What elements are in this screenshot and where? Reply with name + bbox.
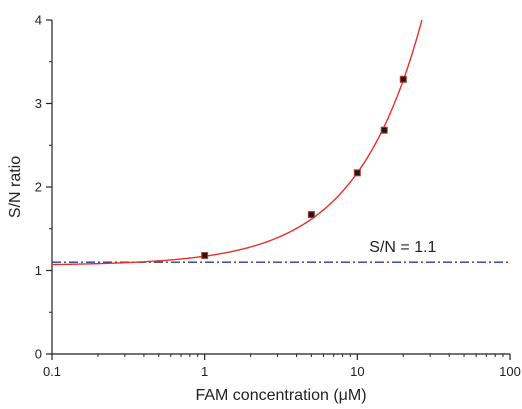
y-tick-label: 1 bbox=[35, 263, 42, 278]
fit-curve bbox=[51, 19, 423, 266]
data-point bbox=[353, 169, 361, 177]
x-tick-label: 1 bbox=[201, 364, 208, 379]
threshold-label: S/N = 1.1 bbox=[369, 239, 436, 256]
x-tick-label: 0.1 bbox=[43, 364, 61, 379]
y-tick-label: 3 bbox=[35, 96, 42, 111]
series bbox=[51, 19, 510, 266]
x-tick-label: 10 bbox=[350, 364, 364, 379]
axes: 0.1 1 10 100 0 1 2 3 4 bbox=[35, 13, 521, 380]
data-point bbox=[399, 75, 407, 83]
data-point bbox=[380, 126, 388, 134]
y-axis-title: S/N ratio bbox=[7, 156, 24, 218]
y-tick-label: 4 bbox=[35, 13, 42, 28]
y-tick-label: 0 bbox=[35, 347, 42, 362]
y-tick-label: 2 bbox=[35, 180, 42, 195]
data-point bbox=[307, 211, 315, 219]
data-point bbox=[201, 251, 209, 259]
x-tick-label: 100 bbox=[499, 364, 521, 379]
x-axis-title: FAM concentration (μM) bbox=[195, 387, 366, 404]
